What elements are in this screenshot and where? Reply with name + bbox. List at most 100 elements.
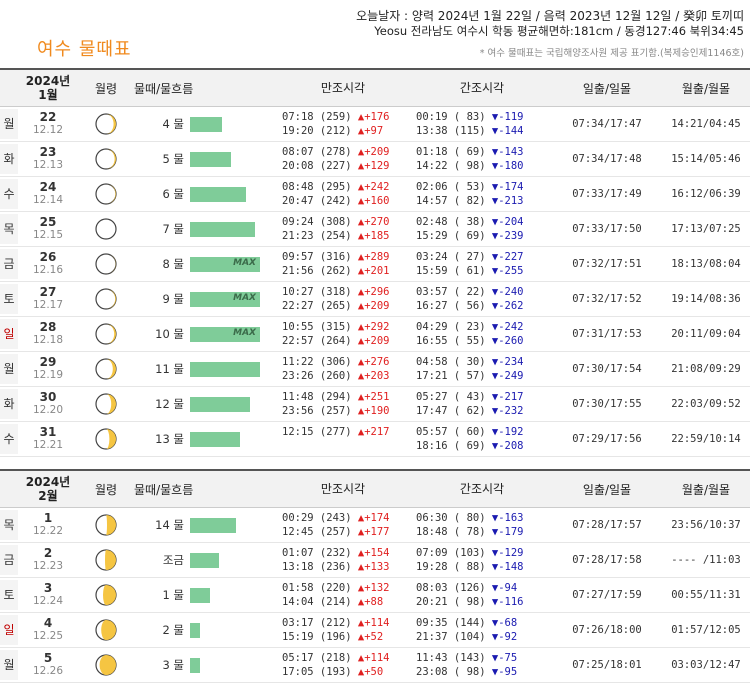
moon-cell bbox=[78, 183, 134, 205]
column-header-sunrise: 일출/일몰 bbox=[582, 81, 632, 96]
tide-flow-bar bbox=[190, 361, 260, 377]
low-tide-change: ▼-148 bbox=[491, 561, 524, 573]
lunar-date: 12.13 bbox=[32, 159, 64, 171]
date-cell: 23 12.13 bbox=[18, 146, 78, 172]
high-tide-cell: 07:18 (259) ▲+176 19:20 (212) ▲+97 bbox=[274, 110, 412, 138]
tide-name: 7 물 bbox=[162, 222, 184, 236]
low-tide-change: ▼-217 bbox=[491, 391, 524, 403]
date-cell: 25 12.15 bbox=[18, 216, 78, 242]
column-header-moon: 월령 bbox=[94, 81, 118, 96]
table-row: 월 5 12.26 3 물 05:17 (218) ▲+114 17:05 (193) ▲… bbox=[0, 648, 750, 683]
lunar-date: 12.17 bbox=[32, 299, 64, 311]
moonrise-moonset: 20:11/09:04 bbox=[671, 328, 741, 340]
low-tide-cell: 08:03 (126) ▼-94 20:21 ( 98) ▼-116 bbox=[412, 581, 552, 609]
moon-phase-icon bbox=[95, 183, 117, 205]
high-tide-time: 21:23 (254) bbox=[282, 230, 352, 242]
date-cell: 3 12.24 bbox=[18, 582, 78, 608]
low-tide-change: ▼-260 bbox=[491, 335, 524, 347]
high-tide-entry: 12:45 (257) ▲+177 bbox=[282, 525, 412, 539]
sunrise-sunset: 07:32/17:51 bbox=[572, 258, 642, 270]
low-tide-entry: 14:57 ( 82) ▼-213 bbox=[416, 194, 552, 208]
low-tide-change: ▼-192 bbox=[491, 426, 524, 438]
high-tide-entry: 08:48 (295) ▲+242 bbox=[282, 180, 412, 194]
moon-phase-icon bbox=[95, 288, 117, 310]
month-separator bbox=[0, 457, 750, 469]
low-tide-time: 09:35 (144) bbox=[416, 617, 486, 629]
moon-phase-icon bbox=[95, 428, 117, 450]
low-tide-time: 18:16 ( 69) bbox=[416, 440, 486, 452]
tide-flow-bar: MAX bbox=[190, 291, 260, 307]
weekday-label: 목 bbox=[0, 214, 18, 244]
high-tide-entry: 09:57 (316) ▲+289 bbox=[282, 250, 412, 264]
tide-flow-bar bbox=[190, 221, 255, 237]
high-tide-change: ▲+209 bbox=[357, 146, 390, 158]
day-number: 24 bbox=[39, 180, 57, 194]
low-tide-change: ▼-180 bbox=[491, 160, 524, 172]
weekday-label: 화 bbox=[0, 389, 18, 419]
sunrise-sunset: 07:26/18:00 bbox=[572, 624, 642, 636]
low-tide-change: ▼-163 bbox=[491, 512, 524, 524]
weekday-label: 목 bbox=[0, 510, 18, 540]
high-tide-change: ▲+176 bbox=[357, 111, 390, 123]
low-tide-time: 19:28 ( 88) bbox=[416, 561, 486, 573]
high-tide-change: ▲+251 bbox=[357, 391, 390, 403]
low-tide-time: 17:21 ( 57) bbox=[416, 370, 486, 382]
high-tide-cell: 10:55 (315) ▲+292 22:57 (264) ▲+209 bbox=[274, 320, 412, 348]
low-tide-change: ▼-92 bbox=[491, 631, 518, 643]
column-header-tide: 물때/물흐름 bbox=[134, 482, 194, 497]
high-tide-entry: 01:58 (220) ▲+132 bbox=[282, 581, 412, 595]
high-tide-change: ▲+177 bbox=[357, 526, 390, 538]
date-cell: 1 12.22 bbox=[18, 512, 78, 538]
high-tide-cell: 10:27 (318) ▲+296 22:27 (265) ▲+209 bbox=[274, 285, 412, 313]
high-tide-cell: 01:07 (232) ▲+154 13:18 (236) ▲+133 bbox=[274, 546, 412, 574]
moon-cell bbox=[78, 428, 134, 450]
tide-name: 8 물 bbox=[162, 257, 184, 271]
sunrise-sunset: 07:27/17:59 bbox=[572, 589, 642, 601]
low-tide-change: ▼-116 bbox=[491, 596, 524, 608]
moon-cell bbox=[78, 358, 134, 380]
low-tide-change: ▼-204 bbox=[491, 216, 524, 228]
moon-cell bbox=[78, 323, 134, 345]
moon-phase-icon bbox=[95, 549, 117, 571]
tide-name: 5 물 bbox=[162, 152, 184, 166]
moonrise-moonset: 14:21/04:45 bbox=[671, 118, 741, 130]
high-tide-entry: 23:56 (257) ▲+190 bbox=[282, 404, 412, 418]
high-tide-entry bbox=[282, 439, 412, 453]
high-tide-time: 11:48 (294) bbox=[282, 391, 352, 403]
date-cell: 28 12.18 bbox=[18, 321, 78, 347]
high-tide-time: 22:27 (265) bbox=[282, 300, 352, 312]
moon-cell bbox=[78, 654, 134, 676]
table-row: 월 22 12.12 4 물 07:18 (259) ▲+176 19:20 (212) … bbox=[0, 107, 750, 142]
column-header-high-tide: 만조시각 bbox=[320, 81, 366, 95]
column-header-high-tide: 만조시각 bbox=[320, 482, 366, 496]
moonrise-moonset: 22:03/09:52 bbox=[671, 398, 741, 410]
tide-cell: 12 물 bbox=[134, 396, 274, 412]
high-tide-change: ▲+88 bbox=[357, 596, 384, 608]
weekday-label: 월 bbox=[0, 109, 18, 139]
low-tide-change: ▼-240 bbox=[491, 286, 524, 298]
high-tide-cell: 09:57 (316) ▲+289 21:56 (262) ▲+201 bbox=[274, 250, 412, 278]
high-tide-time: 23:56 (257) bbox=[282, 405, 352, 417]
low-tide-cell: 01:18 ( 69) ▼-143 14:22 ( 98) ▼-180 bbox=[412, 145, 552, 173]
low-tide-cell: 05:57 ( 60) ▼-192 18:16 ( 69) ▼-208 bbox=[412, 425, 552, 453]
moon-cell bbox=[78, 253, 134, 275]
high-tide-cell: 08:07 (278) ▲+209 20:08 (227) ▲+129 bbox=[274, 145, 412, 173]
date-cell: 2 12.23 bbox=[18, 547, 78, 573]
today-date-info: 오늘날자 : 양력 2024년 1월 22일 / 음력 2023년 12월 12… bbox=[356, 9, 744, 23]
high-tide-time: 05:17 (218) bbox=[282, 652, 352, 664]
tide-name: 6 물 bbox=[162, 187, 184, 201]
sunrise-sunset: 07:33/17:49 bbox=[572, 188, 642, 200]
low-tide-entry: 19:28 ( 88) ▼-148 bbox=[416, 560, 552, 574]
tide-flow-bar bbox=[190, 552, 219, 568]
high-tide-entry: 17:05 (193) ▲+50 bbox=[282, 665, 412, 679]
high-tide-change: ▲+132 bbox=[357, 582, 390, 594]
day-number: 27 bbox=[39, 285, 57, 299]
high-tide-entry: 22:27 (265) ▲+209 bbox=[282, 299, 412, 313]
high-tide-time: 12:45 (257) bbox=[282, 526, 352, 538]
tide-flow-bar: MAX bbox=[190, 326, 260, 342]
high-tide-time: 10:27 (318) bbox=[282, 286, 352, 298]
low-tide-entry: 16:55 ( 55) ▼-260 bbox=[416, 334, 552, 348]
table-row: 월 29 12.19 11 물 11:22 (306) ▲+276 23:26 (260)… bbox=[0, 352, 750, 387]
high-tide-change: ▲+97 bbox=[357, 125, 384, 137]
tide-flow-bar bbox=[190, 396, 250, 412]
